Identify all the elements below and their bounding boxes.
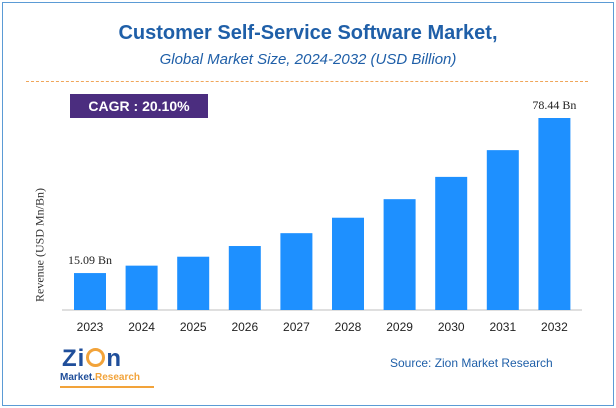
x-tick-label-2029: 2029: [386, 320, 413, 334]
x-tick-label-2024: 2024: [128, 320, 155, 334]
bar-2025: [177, 256, 210, 310]
bar-2026: [228, 246, 261, 310]
data-label-2032: 78.44 Bn: [532, 98, 576, 112]
chart-title: Customer Self-Service Software Market,: [118, 22, 498, 44]
bar-2032: [538, 118, 571, 310]
bar-2031: [486, 150, 519, 310]
logo-o-ring-icon: [86, 348, 106, 367]
x-tick-label-2026: 2026: [231, 320, 258, 334]
logo-subtitle: Market.Research: [60, 372, 141, 383]
x-tick-label-2027: 2027: [283, 320, 310, 334]
bar-2027: [280, 233, 313, 310]
bar-2028: [332, 217, 364, 310]
logo-underline: [60, 386, 154, 388]
bar-2030: [435, 176, 468, 310]
data-label-2023: 15.09 Bn: [68, 253, 112, 267]
title-divider: [26, 81, 588, 82]
bar-2024: [125, 265, 158, 310]
x-tick-label-2028: 2028: [335, 320, 362, 334]
x-tick-label-2032: 2032: [541, 320, 568, 334]
x-tick-label-2031: 2031: [489, 320, 516, 334]
chart-subtitle: Global Market Size, 2024-2032 (USD Billi…: [159, 51, 457, 68]
zion-logo: Zi n Market.Research: [60, 345, 160, 390]
logo-wordmark: Zi n: [62, 345, 122, 372]
x-tick-label-2030: 2030: [438, 320, 465, 334]
source-note: Source: Zion Market Research: [390, 356, 553, 370]
cagr-badge: CAGR : 20.10%: [70, 94, 208, 118]
x-tick-label-2023: 2023: [77, 320, 104, 334]
bar-2023: [74, 273, 106, 310]
bar-2029: [383, 199, 416, 310]
x-tick-label-2025: 2025: [180, 320, 207, 334]
